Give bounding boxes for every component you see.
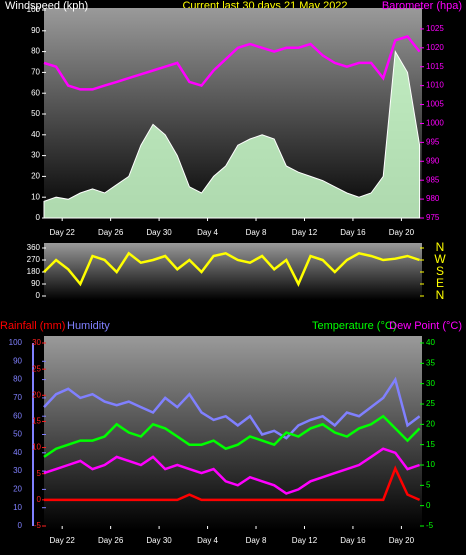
y2-tick-label: E: [436, 276, 444, 290]
y-tick-label: 80: [13, 375, 22, 384]
y-tick-label: 360: [27, 243, 41, 252]
y2-tick-label: 975: [426, 213, 440, 222]
y3-tick-label: 15: [32, 417, 41, 426]
y3-tick-label: 30: [32, 338, 41, 347]
x-tick-label: Day 26: [98, 536, 124, 545]
x-tick-label: Day 12: [292, 228, 318, 237]
y-tick-label: 90: [31, 279, 40, 288]
y2-tick-label: 30: [426, 379, 435, 388]
series-label: Windspeed (kph): [5, 0, 88, 12]
y2-tick-label: -5: [426, 521, 434, 530]
y3-tick-label: 10: [32, 443, 41, 452]
line: [43, 376, 421, 440]
y3-tick-label: 20: [32, 390, 41, 399]
y2-tick-label: 990: [426, 156, 440, 165]
x-tick-label: Day 30: [146, 228, 172, 237]
x-tick-label: Day 8: [246, 536, 267, 545]
x-tick-label: Day 30: [146, 536, 172, 545]
y-tick-label: 20: [13, 485, 22, 494]
y2-tick-label: 35: [426, 358, 435, 367]
y2-tick-label: W: [434, 252, 446, 266]
y2-tick-label: 20: [426, 419, 435, 428]
x-tick-label: Day 26: [98, 228, 124, 237]
y2-tick-label: 1025: [426, 24, 444, 33]
line: [44, 465, 421, 502]
series-label: Barometer (hpa): [382, 0, 462, 12]
y2-tick-label: N: [436, 288, 445, 302]
line: [43, 447, 421, 495]
y2-tick-label: 1015: [426, 62, 444, 71]
series-label: Dew Point (°C): [389, 320, 462, 332]
line: [43, 251, 420, 287]
y3-tick-label: -5: [34, 521, 42, 530]
y-tick-label: 30: [13, 466, 22, 475]
x-tick-label: Day 4: [197, 536, 218, 545]
y2-tick-label: 15: [426, 440, 435, 449]
y-tick-label: 0: [18, 521, 23, 530]
x-tick-label: Day 20: [389, 228, 415, 237]
y2-tick-label: 985: [426, 175, 440, 184]
x-tick-label: Day 8: [246, 228, 267, 237]
y2-tick-label: 980: [426, 194, 440, 203]
y-tick-label: 0: [36, 213, 41, 222]
x-tick-label: Day 16: [340, 536, 366, 545]
x-tick-label: Day 22: [49, 228, 75, 237]
y3-tick-label: 0: [37, 495, 42, 504]
y3-tick-label: 25: [32, 364, 41, 373]
series-label: Rainfall (mm): [0, 320, 65, 332]
y2-tick-label: 1005: [426, 100, 444, 109]
y-tick-label: 50: [13, 430, 22, 439]
x-tick-label: Day 22: [49, 536, 75, 545]
y-tick-label: 0: [36, 291, 41, 300]
series-label: Humidity: [67, 320, 110, 332]
y2-tick-label: 1010: [426, 81, 444, 90]
y-tick-label: 40: [13, 448, 22, 457]
y-tick-label: 10: [13, 503, 22, 512]
x-tick-label: Day 20: [389, 536, 415, 545]
y-tick-label: 50: [31, 109, 40, 118]
y2-tick-label: 40: [426, 338, 435, 347]
y2-tick-label: 0: [426, 501, 431, 510]
line: [43, 414, 421, 458]
plot-background: [44, 243, 422, 300]
y-tick-label: 90: [13, 356, 22, 365]
y3-tick-label: 5: [37, 469, 42, 478]
y-tick-label: 60: [13, 411, 22, 420]
y2-tick-label: 5: [426, 480, 431, 489]
y2-tick-label: S: [436, 264, 444, 278]
y-tick-label: 80: [31, 47, 40, 56]
y2-tick-label: 10: [426, 460, 435, 469]
y2-tick-label: N: [436, 240, 445, 254]
x-tick-label: Day 4: [197, 228, 218, 237]
y-tick-label: 70: [31, 68, 40, 77]
y-tick-label: 60: [31, 88, 40, 97]
x-tick-label: Day 12: [292, 536, 318, 545]
line: [43, 35, 421, 91]
y-tick-label: 90: [31, 26, 40, 35]
y2-tick-label: 25: [426, 399, 435, 408]
y-tick-label: 10: [31, 192, 40, 201]
chart-title: Current last 30 days 21 May 2022: [182, 0, 347, 12]
y2-tick-label: 995: [426, 137, 440, 146]
y-tick-label: 30: [31, 151, 40, 160]
y-tick-label: 270: [27, 255, 41, 264]
y-tick-label: 20: [31, 172, 40, 181]
y2-tick-label: 1000: [426, 119, 444, 128]
y-tick-label: 70: [13, 393, 22, 402]
y2-tick-label: 1020: [426, 43, 444, 52]
area: [43, 50, 421, 219]
x-tick-label: Day 16: [340, 228, 366, 237]
y-tick-label: 40: [31, 130, 40, 139]
y-tick-label: 100: [27, 5, 41, 14]
y-tick-label: 180: [27, 267, 41, 276]
series-label: Temperature (°C): [312, 320, 396, 332]
y-tick-label: 100: [9, 338, 23, 347]
